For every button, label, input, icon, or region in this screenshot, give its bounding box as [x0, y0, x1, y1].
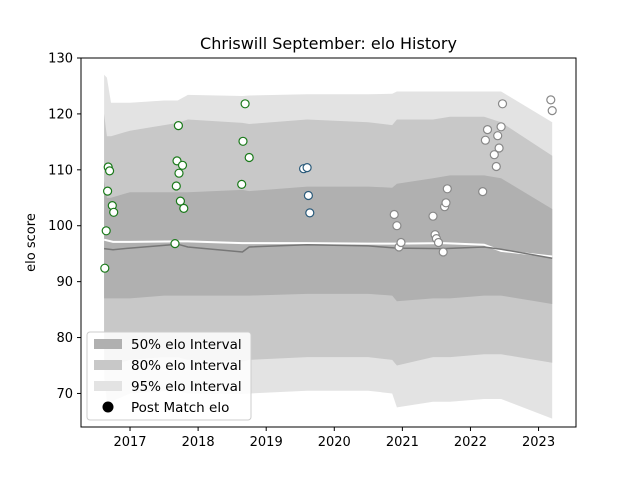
y-tick-label: 120	[48, 107, 73, 122]
legend-label: 50% elo Interval	[131, 337, 242, 353]
x-tick-label: 2023	[522, 435, 555, 450]
x-tick-label: 2018	[182, 435, 215, 450]
post-match-point	[104, 166, 115, 176]
legend: 50% elo Interval 80% elo Interval 95% elo …	[86, 331, 252, 421]
x-tick-label: 2019	[250, 435, 283, 450]
x-tick-label: 2022	[454, 435, 487, 450]
post-match-point	[102, 186, 113, 196]
post-match-point	[396, 237, 406, 248]
post-match-point	[305, 208, 315, 218]
post-match-point	[174, 168, 184, 178]
legend-swatch	[94, 360, 122, 370]
legend-box	[86, 331, 252, 421]
post-match-point	[244, 152, 254, 163]
post-match-point	[547, 105, 557, 116]
legend-marker	[102, 401, 114, 413]
y-tick-label: 110	[48, 163, 73, 178]
post-match-point	[175, 196, 185, 206]
y-tick-label: 90	[56, 275, 73, 290]
post-match-point	[179, 203, 189, 213]
chart-title: Chriswill September: elo History	[200, 34, 457, 53]
x-tick-label: 2021	[386, 435, 419, 450]
post-match-point	[494, 143, 504, 153]
post-match-point	[100, 263, 110, 273]
post-match-point	[438, 247, 448, 257]
legend-label: 80% elo Interval	[131, 358, 242, 374]
post-match-point	[442, 184, 452, 194]
y-tick-label: 70	[56, 387, 73, 402]
post-match-point	[173, 120, 183, 131]
y-tick-label: 80	[56, 331, 73, 346]
post-match-point	[428, 211, 438, 221]
post-match-point	[302, 163, 312, 173]
mean-line	[103, 238, 553, 258]
post-match-point	[493, 131, 503, 141]
x-tick-label: 2020	[318, 435, 351, 450]
post-match-point	[478, 187, 488, 197]
post-match-point	[546, 95, 556, 105]
legend-swatch	[94, 339, 122, 349]
legend-swatch	[94, 381, 122, 391]
x-axis-ticks: 2017 2018 2019 2020 2021 2022 2023	[113, 427, 555, 450]
post-match-point	[240, 99, 250, 109]
post-match-point	[497, 99, 508, 109]
y-axis-ticks: 70 80 90 100 110 120 130	[48, 52, 81, 402]
trend-lines	[103, 238, 553, 259]
post-match-point	[496, 122, 506, 132]
post-match-point	[101, 226, 111, 236]
post-match-point	[170, 239, 180, 249]
post-match-point	[482, 125, 493, 135]
post-match-point	[109, 207, 119, 217]
y-tick-label: 130	[48, 52, 73, 67]
post-match-point	[480, 135, 490, 145]
post-match-point	[237, 179, 247, 189]
post-match-point	[433, 237, 444, 248]
post-match-point	[238, 136, 248, 146]
post-match-point	[389, 209, 399, 220]
plot-frame	[80, 57, 577, 428]
post-match-points	[100, 95, 557, 273]
legend-entries: 50% elo Interval 80% elo Interval 95% elo …	[94, 337, 242, 416]
post-match-point	[489, 150, 499, 160]
y-tick-label: 100	[48, 219, 73, 234]
legend-label: Post Match elo	[131, 400, 229, 416]
post-match-point	[491, 161, 501, 172]
median-line	[103, 243, 553, 259]
post-match-point	[392, 221, 402, 231]
post-match-point	[303, 190, 313, 201]
y-axis-label: elo score	[24, 213, 39, 272]
x-tick-label: 2017	[113, 435, 146, 450]
legend-label: 95% elo Interval	[131, 379, 242, 395]
post-match-point	[177, 160, 188, 170]
post-match-point	[441, 198, 451, 208]
post-match-point	[171, 181, 181, 191]
